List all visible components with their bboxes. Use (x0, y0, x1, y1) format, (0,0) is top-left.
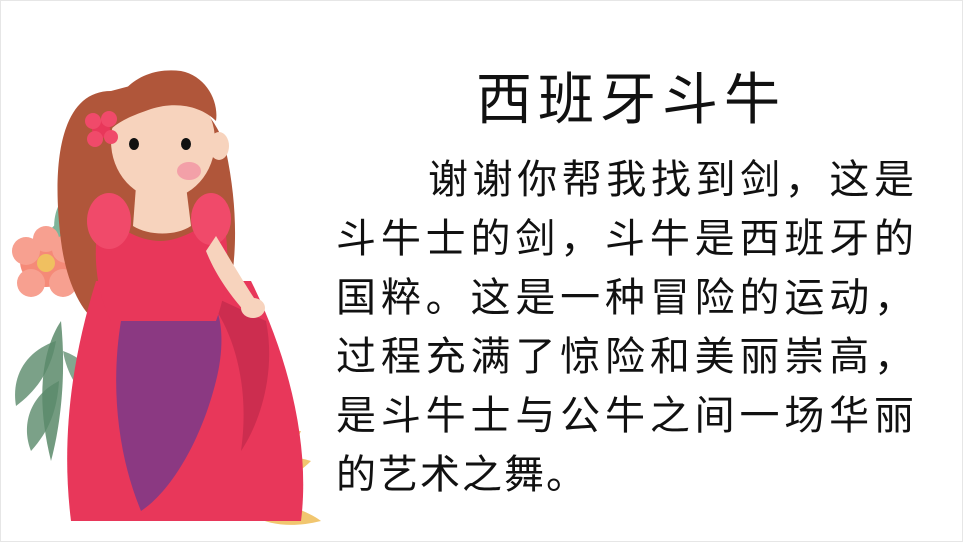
dress-shadow (116, 301, 222, 511)
girl-in-red-dress-illustration (12, 70, 321, 525)
slide-title: 西班牙斗牛 (476, 68, 786, 133)
dress-bodice (95, 211, 228, 321)
hair-flower (85, 111, 118, 147)
slide-paragraph: 谢谢你帮我找到剑，这是斗牛士的剑，斗牛是西班牙的国粹。这是一种冒险的运动，过程充… (336, 157, 916, 498)
eye-right (181, 138, 191, 150)
cheek (177, 162, 201, 180)
eye-left (129, 138, 139, 150)
